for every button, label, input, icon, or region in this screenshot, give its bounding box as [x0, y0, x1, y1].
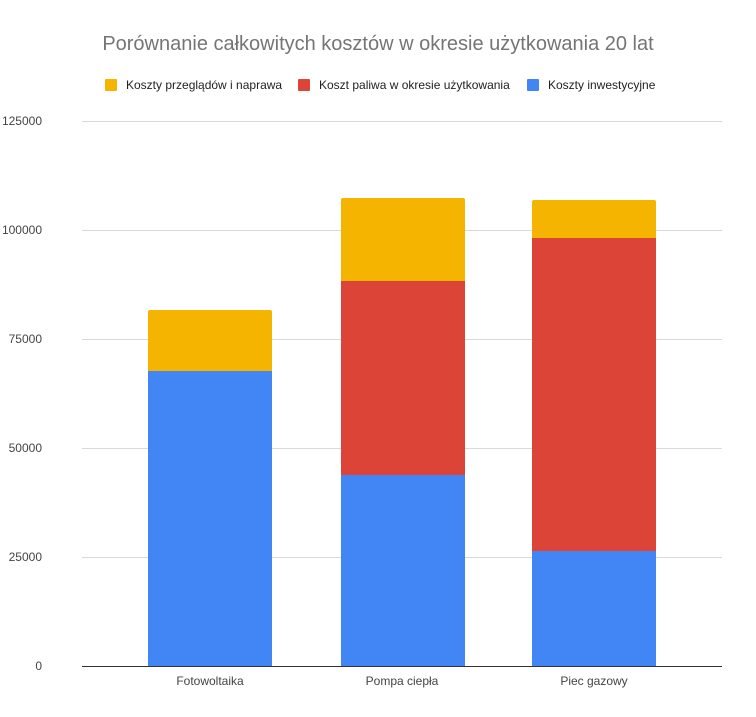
bar-segment	[341, 281, 465, 476]
chart-legend: Koszty przeglądów i naprawa Koszt paliwa…	[0, 78, 756, 94]
bar-segment	[341, 198, 465, 282]
plot-area: 0 25000 50000 75000 100000 125000	[2, 114, 722, 673]
y-tick-0: 0	[35, 659, 42, 673]
legend-label-maintenance: Koszty przeglądów i naprawa	[126, 78, 283, 92]
x-tick-piec-gazowy: Piec gazowy	[560, 674, 628, 688]
bar-fotowoltaika	[148, 309, 272, 666]
legend-label-investment: Koszty inwestycyjne	[548, 78, 656, 92]
bar-pompa-ciepła	[341, 198, 465, 666]
legend-label-fuel: Koszt paliwa w okresie użytkowania	[319, 78, 510, 92]
bar-segment	[148, 309, 272, 371]
x-tick-pompa-ciepla: Pompa ciepła	[365, 674, 439, 688]
legend-swatch-investment	[527, 79, 539, 91]
y-tick-50000: 50000	[8, 441, 42, 455]
bar-segment	[532, 237, 656, 551]
bar-piec-gazowy	[532, 199, 656, 666]
y-tick-75000: 75000	[8, 332, 42, 346]
x-tick-fotowoltaika: Fotowoltaika	[176, 674, 244, 688]
bar-segment	[341, 475, 465, 666]
legend-item-maintenance: Koszty przeglądów i naprawa	[105, 78, 282, 92]
y-tick-125000: 125000	[1, 114, 42, 128]
legend-item-fuel: Koszt paliwa w okresie użytkowania	[298, 78, 510, 92]
chart-title: Porównanie całkowitych kosztów w okresie…	[102, 33, 654, 55]
legend-item-investment: Koszty inwestycyjne	[527, 78, 655, 92]
y-tick-25000: 25000	[8, 550, 42, 564]
y-tick-100000: 100000	[1, 223, 42, 237]
bar-segment	[532, 550, 656, 666]
bar-segment	[148, 370, 272, 666]
gridline-125000	[82, 121, 722, 122]
x-axis-baseline	[82, 666, 722, 667]
legend-swatch-fuel	[298, 79, 310, 91]
bar-segment	[532, 199, 656, 238]
legend-swatch-maintenance	[105, 79, 117, 91]
